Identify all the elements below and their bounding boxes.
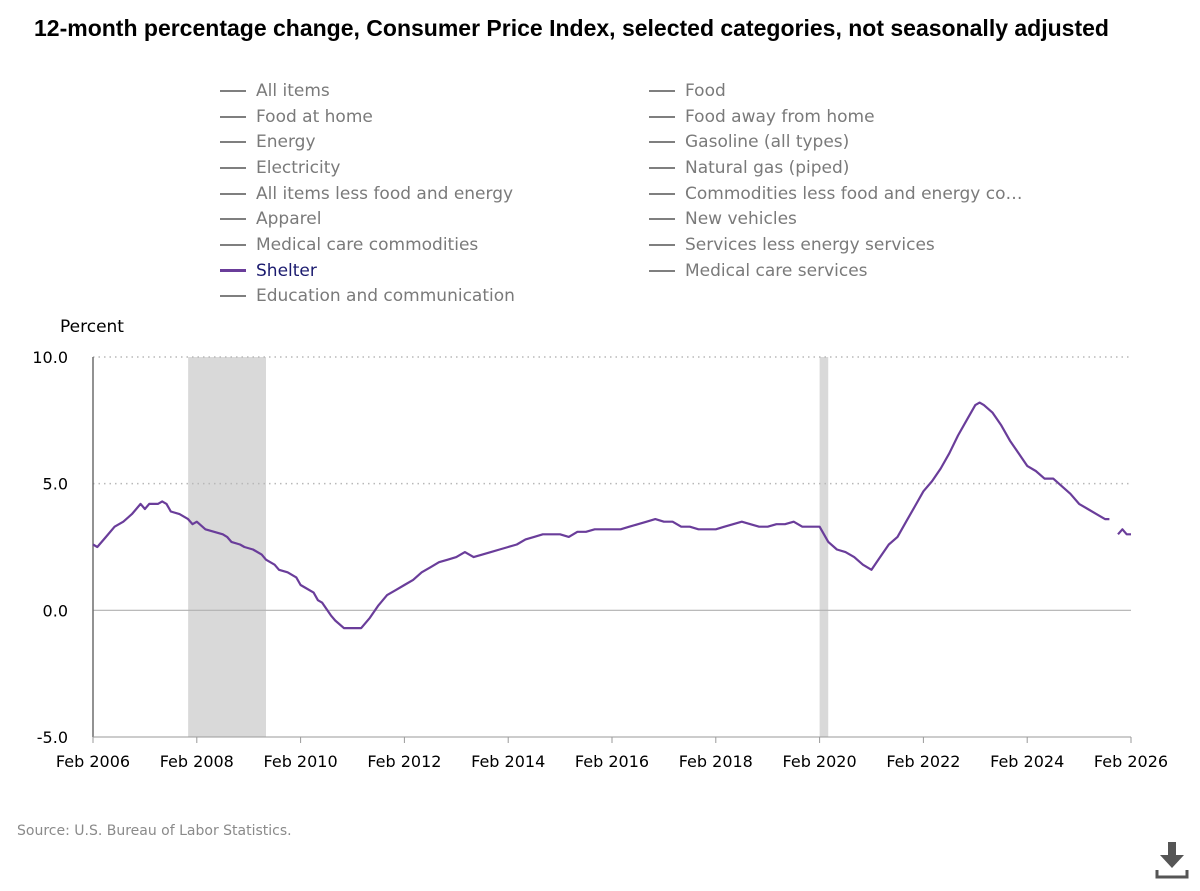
legend-swatch	[649, 243, 675, 246]
legend-swatch	[649, 141, 675, 144]
x-tick-label: Feb 2014	[471, 752, 545, 771]
legend-swatch	[220, 89, 246, 92]
legend-item[interactable]: Shelter	[220, 258, 649, 284]
x-tick-label: Feb 2022	[886, 752, 960, 771]
recession-shading	[188, 357, 266, 737]
y-tick-label: 5.0	[43, 475, 68, 494]
legend-swatch	[649, 192, 675, 195]
legend-swatch	[220, 192, 246, 195]
chart-title: 12-month percentage change, Consumer Pri…	[34, 15, 1109, 41]
legend-item[interactable]: Education and communication	[220, 284, 649, 310]
legend-item[interactable]: Services less energy services	[649, 232, 1099, 258]
legend-item[interactable]: Apparel	[220, 206, 649, 232]
legend-item[interactable]: Food at home	[220, 104, 649, 130]
legend-swatch	[220, 269, 246, 273]
x-tick-label: Feb 2026	[1094, 752, 1168, 771]
series-line-shelter[interactable]	[1117, 528, 1131, 536]
legend-item[interactable]: Food	[649, 78, 1099, 104]
legend-item[interactable]: Electricity	[220, 155, 649, 181]
legend-item[interactable]: Natural gas (piped)	[649, 155, 1099, 181]
y-tick-label: -5.0	[37, 728, 68, 747]
x-tick-label: Feb 2020	[783, 752, 857, 771]
x-tick-label: Feb 2010	[264, 752, 338, 771]
series-line-shelter[interactable]	[92, 401, 1110, 630]
y-tick-label: 10.0	[32, 348, 68, 367]
legend-item[interactable]: Energy	[220, 129, 649, 155]
legend-item[interactable]: Medical care services	[649, 258, 1099, 284]
legend-item[interactable]: Commodities less food and energy com...	[649, 181, 1099, 207]
legend-swatch	[220, 115, 246, 118]
y-axis-label: Percent	[60, 317, 124, 337]
legend-swatch	[649, 218, 675, 221]
legend-swatch	[220, 141, 246, 144]
legend-item[interactable]: All items less food and energy	[220, 181, 649, 207]
x-tick-label: Feb 2008	[160, 752, 234, 771]
legend-swatch	[649, 166, 675, 169]
legend-item[interactable]: All items	[220, 78, 649, 104]
x-tick-label: Feb 2016	[575, 752, 649, 771]
x-tick-label: Feb 2018	[679, 752, 753, 771]
legend-swatch	[220, 218, 246, 221]
download-button[interactable]	[1154, 840, 1190, 880]
legend-item[interactable]: Food away from home	[649, 104, 1099, 130]
download-icon	[1155, 842, 1189, 879]
recession-shading	[819, 357, 829, 737]
legend-item[interactable]: Medical care commodities	[220, 232, 649, 258]
legend-swatch	[649, 89, 675, 92]
legend-swatch	[649, 115, 675, 118]
y-tick-label: 0.0	[43, 601, 68, 620]
legend-swatch	[220, 243, 246, 246]
legend: All items Food Food at home Food away from …	[220, 78, 1120, 309]
x-tick-label: Feb 2024	[990, 752, 1064, 771]
legend-swatch	[220, 166, 246, 169]
legend-swatch	[220, 295, 246, 298]
legend-item[interactable]: Gasoline (all types)	[649, 129, 1099, 155]
x-tick-label: Feb 2006	[56, 752, 130, 771]
x-tick-label: Feb 2012	[367, 752, 441, 771]
legend-item[interactable]: New vehicles	[649, 206, 1099, 232]
legend-swatch	[649, 269, 675, 272]
source-note: Source: U.S. Bureau of Labor Statistics.	[17, 823, 292, 839]
